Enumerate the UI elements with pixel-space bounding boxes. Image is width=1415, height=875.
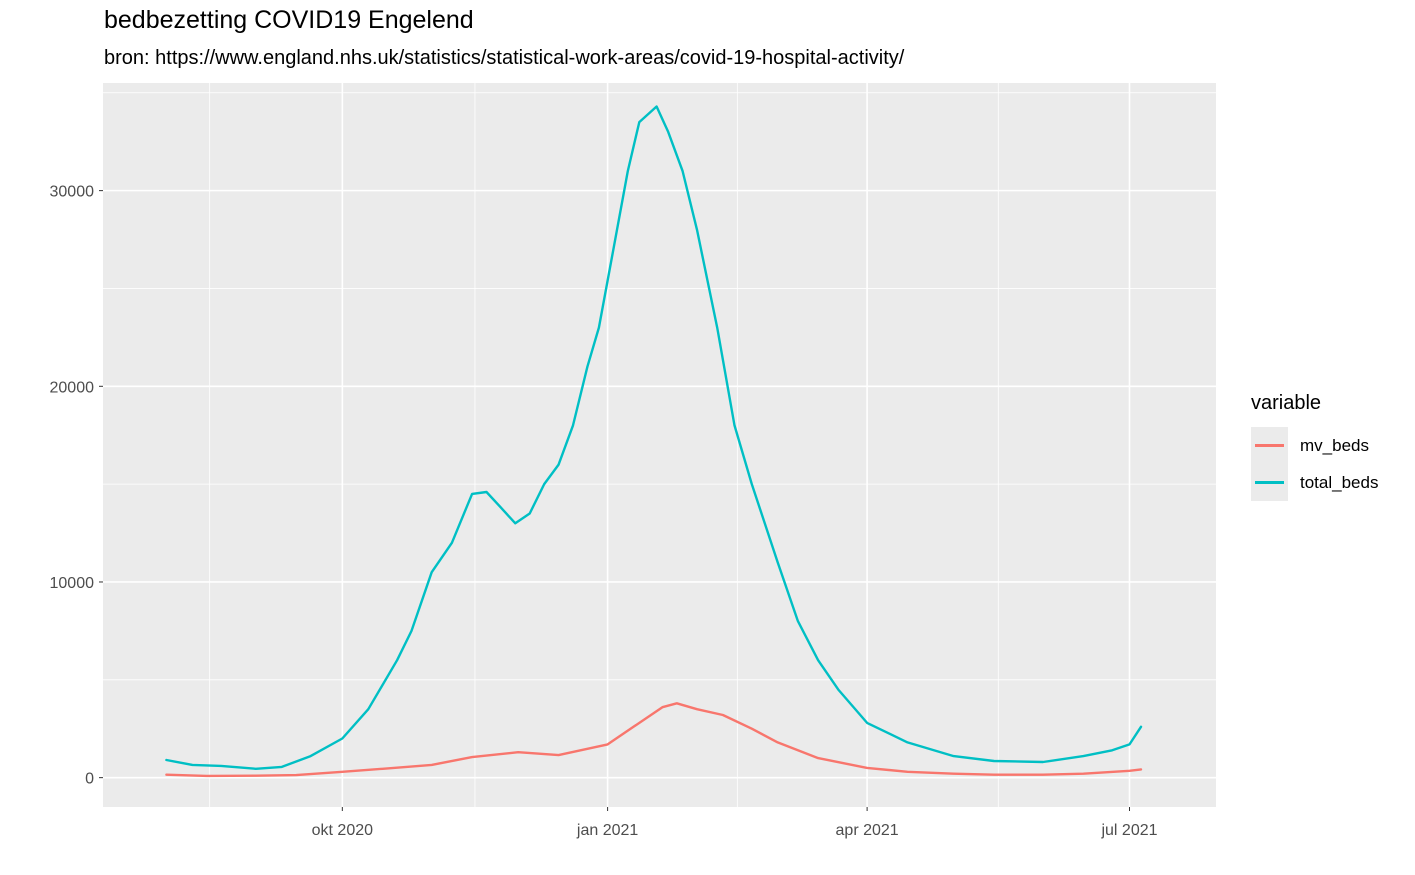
legend-label-mv-beds: mv_beds [1300, 436, 1369, 456]
x-axis: okt 2020 jan 2021 apr 2021 jul 2021 [312, 807, 1158, 839]
plot-panel [103, 83, 1216, 807]
x-tick-label: apr 2021 [836, 822, 899, 839]
x-tick-label: jan 2021 [576, 822, 638, 839]
legend-title: variable [1251, 392, 1378, 415]
y-tick-label: 10000 [50, 575, 95, 592]
legend: variable mv_beds total_beds [1251, 392, 1378, 501]
legend-key-total-beds [1251, 464, 1288, 501]
legend-swatch-mv-beds [1255, 444, 1284, 447]
x-tick-label: okt 2020 [312, 822, 373, 839]
x-tick-label: jul 2021 [1100, 822, 1157, 839]
legend-label-total-beds: total_beds [1300, 473, 1378, 493]
y-tick-label: 0 [85, 771, 94, 788]
y-tick-label: 30000 [50, 184, 95, 201]
legend-item-total-beds: total_beds [1251, 464, 1378, 501]
legend-item-mv-beds: mv_beds [1251, 427, 1378, 464]
legend-swatch-total-beds [1255, 481, 1284, 484]
y-tick-label: 20000 [50, 379, 95, 396]
y-axis: 0 10000 20000 30000 [50, 184, 104, 788]
legend-key-mv-beds [1251, 427, 1288, 464]
